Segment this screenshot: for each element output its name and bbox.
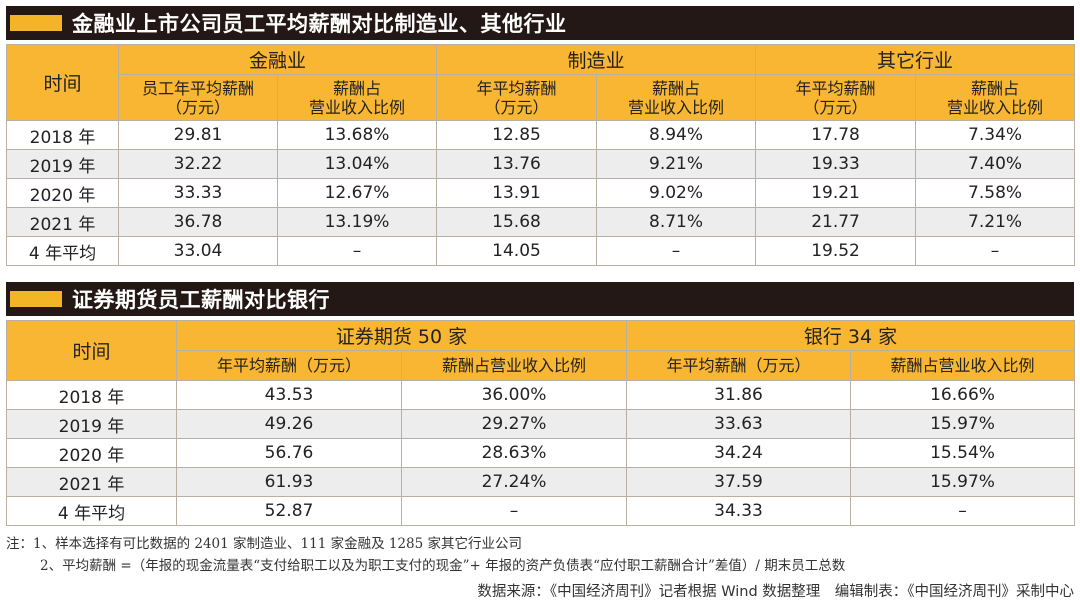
table2-time-cell: 4 年平均: [6, 496, 177, 526]
table1-row: 2018 年 29.81 13.68% 12.85 8.94% 17.78 7.34%: [6, 120, 1076, 150]
table2-value-cell: 29.27%: [400, 409, 628, 439]
table2-value-cell: 16.66%: [850, 380, 1076, 410]
table1-time-cell: 4 年平均: [6, 236, 119, 266]
table2-column-header: 薪酬占营业收入比例: [850, 350, 1076, 381]
table1-value-cell: 7.40%: [915, 149, 1076, 179]
table2-row: 2020 年 56.76 28.63% 34.24 15.54%: [6, 438, 1076, 468]
table2-value-cell: 36.00%: [400, 380, 628, 410]
table2-column-header: 薪酬占营业收入比例: [400, 350, 628, 381]
table1-value-cell: 33.04: [118, 236, 278, 266]
table1-value-cell: 8.71%: [596, 207, 757, 237]
table1-value-cell: 13.68%: [276, 120, 438, 150]
table2-value-cell: –: [850, 496, 1076, 526]
table1-value-cell: 13.19%: [276, 207, 438, 237]
table1-time-cell: 2018 年: [6, 120, 119, 150]
table2-value-cell: 15.97%: [850, 467, 1076, 497]
table1-value-cell: 13.04%: [276, 149, 438, 179]
table1-value-cell: 8.94%: [596, 120, 757, 150]
table2-group-header: 证券期货 50 家: [175, 320, 628, 351]
table2-value-cell: 15.54%: [850, 438, 1076, 468]
notes: 注：1、样本选择有可比数据的 2401 家制造业、111 家金融及 1285 家…: [6, 533, 1074, 577]
table2-value-cell: 15.97%: [850, 409, 1076, 439]
table1-value-cell: 13.76: [436, 149, 598, 179]
table2-title-bar: 证券期货员工薪酬对比银行: [6, 282, 1074, 316]
table1-column-header: 年平均薪酬 （万元）: [755, 74, 917, 121]
table1-row: 4 年平均 33.04–14.05–19.52–: [6, 236, 1076, 266]
table1-group-header: 金融业: [117, 44, 438, 75]
title-accent-block: [10, 15, 62, 31]
table1-value-cell: 7.21%: [915, 207, 1076, 237]
table2-row: 4 年平均 52.87–34.33–: [6, 496, 1076, 526]
table1-value-cell: –: [915, 236, 1076, 266]
table2-row: 2018 年 43.53 36.00% 31.86 16.66%: [6, 380, 1076, 410]
table2-value-cell: 49.26: [176, 409, 402, 439]
table1-row: 2020 年 33.33 12.67% 13.91 9.02% 19.21 7.58%: [6, 178, 1076, 208]
table1-value-cell: 17.78: [755, 120, 917, 150]
table2-row: 2021 年 61.93 27.24% 37.59 15.97%: [6, 467, 1076, 497]
table2-value-cell: 34.24: [626, 438, 852, 468]
table2-value-cell: 56.76: [176, 438, 402, 468]
table1-value-cell: 14.05: [436, 236, 598, 266]
table1-value-cell: 19.21: [755, 178, 917, 208]
note-line-2: 2、平均薪酬 =（年报的现金流量表“支付给职工以及为职工支付的现金”+ 年报的资…: [40, 558, 846, 574]
table1-value-cell: –: [596, 236, 757, 266]
table2-time-cell: 2019 年: [6, 409, 177, 439]
table1-value-cell: 9.02%: [596, 178, 757, 208]
table1-value-cell: 29.81: [118, 120, 278, 150]
table2-value-cell: 61.93: [176, 467, 402, 497]
title-accent-block: [10, 291, 62, 307]
table1-value-cell: 36.78: [118, 207, 278, 237]
table1-value-cell: 7.58%: [915, 178, 1076, 208]
table1-value-cell: 19.52: [755, 236, 917, 266]
table1: 时间 金融业 制造业 其它行业 员工年平均薪酬 （万元） 薪酬占 营业收入比例 …: [6, 44, 1076, 266]
table1-column-header: 员工年平均薪酬 （万元）: [118, 74, 278, 121]
table1-value-cell: 15.68: [436, 207, 598, 237]
table2-column-header: 年平均薪酬（万元）: [176, 350, 402, 381]
table1-column-header: 薪酬占 营业收入比例: [915, 74, 1076, 121]
table2-value-cell: 52.87: [176, 496, 402, 526]
table2-time-header: 时间: [6, 320, 177, 381]
table1-value-cell: 32.22: [118, 149, 278, 179]
table1-value-cell: 12.85: [436, 120, 598, 150]
table1-value-cell: 12.67%: [276, 178, 438, 208]
table1-row: 2021 年 36.78 13.19% 15.68 8.71% 21.77 7.21%: [6, 207, 1076, 237]
table1-group-header: 其它行业: [755, 44, 1076, 75]
table1-time-cell: 2020 年: [6, 178, 119, 208]
table1-value-cell: 9.21%: [596, 149, 757, 179]
table2-time-cell: 2020 年: [6, 438, 177, 468]
table2-value-cell: 37.59: [626, 467, 852, 497]
table2-time-cell: 2021 年: [6, 467, 177, 497]
table1-value-cell: 33.33: [118, 178, 278, 208]
table2-value-cell: 27.24%: [400, 467, 628, 497]
table2-group-header: 银行 34 家: [626, 320, 1076, 351]
table1-time-cell: 2021 年: [6, 207, 119, 237]
table2-value-cell: 31.86: [626, 380, 852, 410]
table1-title: 金融业上市公司员工平均薪酬对比制造业、其他行业: [72, 12, 567, 36]
note-line-1: 注：1、样本选择有可比数据的 2401 家制造业、111 家金融及 1285 家…: [6, 536, 523, 552]
table1-group-header: 制造业: [436, 44, 757, 75]
table1-row: 2019 年 32.22 13.04% 13.76 9.21% 19.33 7.40%: [6, 149, 1076, 179]
table2-value-cell: 43.53: [176, 380, 402, 410]
table1-column-header: 薪酬占 营业收入比例: [276, 74, 438, 121]
table2-value-cell: 34.33: [626, 496, 852, 526]
table2-title: 证券期货员工薪酬对比银行: [72, 288, 330, 312]
table1-value-cell: 7.34%: [915, 120, 1076, 150]
table1-value-cell: 19.33: [755, 149, 917, 179]
table2-value-cell: –: [400, 496, 628, 526]
table2-time-cell: 2018 年: [6, 380, 177, 410]
table1-column-header: 薪酬占 营业收入比例: [596, 74, 757, 121]
table1-value-cell: 21.77: [755, 207, 917, 237]
table2-row: 2019 年 49.26 29.27% 33.63 15.97%: [6, 409, 1076, 439]
table1-time-header: 时间: [6, 44, 119, 121]
table1-time-cell: 2019 年: [6, 149, 119, 179]
table1-title-bar: 金融业上市公司员工平均薪酬对比制造业、其他行业: [6, 6, 1074, 40]
table2-column-header: 年平均薪酬（万元）: [626, 350, 852, 381]
table2: 时间 证券期货 50 家 银行 34 家 年平均薪酬（万元） 薪酬占营业收入比例…: [6, 320, 1076, 526]
table1-column-header: 年平均薪酬 （万元）: [436, 74, 598, 121]
table2-value-cell: 33.63: [626, 409, 852, 439]
source-credit: 数据来源：《中国经济周刊》记者根据 Wind 数据整理 编辑制表：《中国经济周刊…: [477, 584, 1074, 600]
table1-value-cell: –: [276, 236, 438, 266]
table2-value-cell: 28.63%: [400, 438, 628, 468]
table1-value-cell: 13.91: [436, 178, 598, 208]
